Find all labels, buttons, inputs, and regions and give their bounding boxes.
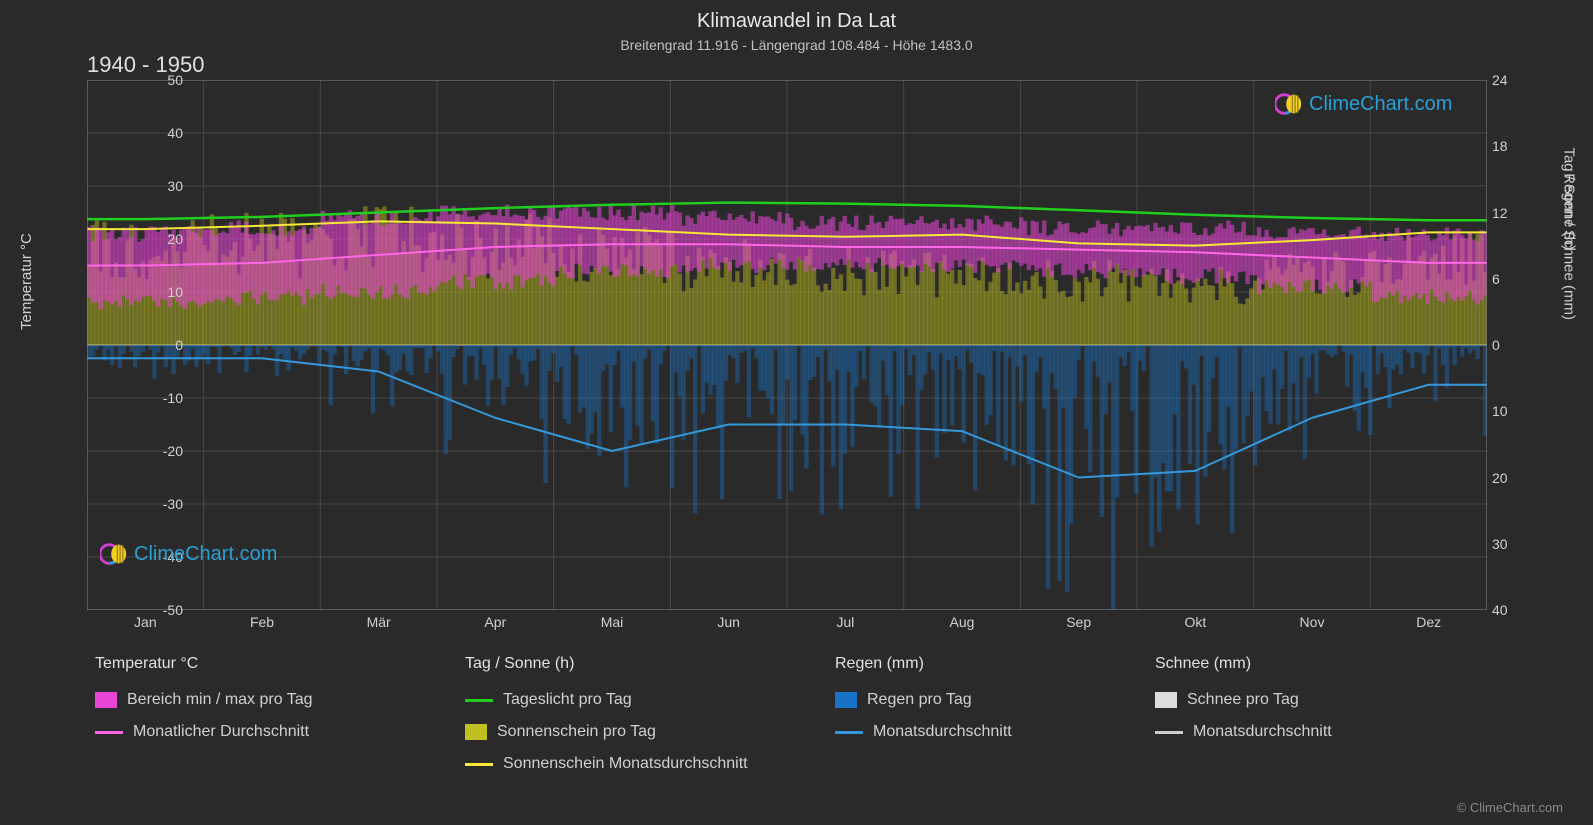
legend-item-snow-avg: Monatsdurchschnitt: [1155, 723, 1435, 741]
y-tick-left: -30: [143, 496, 183, 512]
y-tick-left: -10: [143, 390, 183, 406]
legend-label: Tageslicht pro Tag: [503, 691, 632, 709]
y-tick-right: 6: [1492, 271, 1532, 287]
y-tick-right: 24: [1492, 72, 1532, 88]
climechart-logo-icon: [100, 540, 128, 568]
x-tick-month: Jun: [717, 614, 740, 630]
y-tick-left: 0: [143, 337, 183, 353]
swatch-snow: [1155, 692, 1177, 708]
y-tick-left: 20: [143, 231, 183, 247]
y-tick-right: 30: [1492, 536, 1532, 552]
swatch-rain: [835, 692, 857, 708]
y-tick-left: 30: [143, 178, 183, 194]
x-tick-month: Aug: [950, 614, 975, 630]
legend-col-snow: Schnee (mm) Schnee pro Tag Monatsdurchsc…: [1155, 655, 1435, 773]
legend-label: Monatlicher Durchschnitt: [133, 723, 309, 741]
legend-col-rain: Regen (mm) Regen pro Tag Monatsdurchschn…: [835, 655, 1115, 773]
legend: Temperatur °C Bereich min / max pro Tag …: [95, 655, 1495, 773]
swatch-temp-avg: [95, 731, 123, 734]
legend-label: Monatsdurchschnitt: [1193, 723, 1332, 741]
y-tick-right: 18: [1492, 138, 1532, 154]
legend-col-temp: Temperatur °C Bereich min / max pro Tag …: [95, 655, 425, 773]
swatch-sunshine: [465, 724, 487, 740]
legend-header-temp: Temperatur °C: [95, 655, 425, 673]
watermark-bottom: ClimeChart.com: [100, 540, 277, 568]
legend-item-rain-avg: Monatsdurchschnitt: [835, 723, 1115, 741]
y-tick-left: 40: [143, 125, 183, 141]
watermark-text: ClimeChart.com: [134, 543, 277, 566]
swatch-sunshine-avg: [465, 763, 493, 766]
y-axis-left-label: Temperatur °C: [18, 233, 35, 330]
swatch-snow-avg: [1155, 731, 1183, 734]
legend-item-rain-daily: Regen pro Tag: [835, 691, 1115, 709]
x-tick-month: Jul: [836, 614, 854, 630]
x-tick-month: Jan: [134, 614, 157, 630]
chart-subtitle: Breitengrad 11.916 - Längengrad 108.484 …: [0, 33, 1593, 53]
watermark-top: ClimeChart.com: [1275, 90, 1452, 118]
y-tick-right: 20: [1492, 470, 1532, 486]
x-tick-month: Dez: [1416, 614, 1441, 630]
legend-item-daylight: Tageslicht pro Tag: [465, 691, 795, 709]
swatch-rain-avg: [835, 731, 863, 734]
y-tick-left: -20: [143, 443, 183, 459]
legend-item-temp-avg: Monatlicher Durchschnitt: [95, 723, 425, 741]
legend-label: Schnee pro Tag: [1187, 691, 1299, 709]
y-tick-left: 10: [143, 284, 183, 300]
legend-label: Sonnenschein pro Tag: [497, 723, 656, 741]
climechart-logo-icon: [1275, 90, 1303, 118]
legend-label: Regen pro Tag: [867, 691, 972, 709]
y-tick-right: 0: [1492, 337, 1532, 353]
legend-item-sunshine-avg: Sonnenschein Monatsdurchschnitt: [465, 755, 795, 773]
y-tick-right: 40: [1492, 602, 1532, 618]
y-tick-right: 10: [1492, 403, 1532, 419]
legend-item-sunshine: Sonnenschein pro Tag: [465, 723, 795, 741]
x-tick-month: Feb: [250, 614, 274, 630]
legend-item-snow-daily: Schnee pro Tag: [1155, 691, 1435, 709]
legend-label: Sonnenschein Monatsdurchschnitt: [503, 755, 748, 773]
legend-header-rain: Regen (mm): [835, 655, 1115, 673]
x-tick-month: Mär: [367, 614, 391, 630]
chart-plot-area: [87, 80, 1487, 610]
swatch-daylight: [465, 699, 493, 702]
legend-header-sun: Tag / Sonne (h): [465, 655, 795, 673]
chart-svg: [87, 80, 1487, 610]
y-tick-left: 50: [143, 72, 183, 88]
legend-label: Monatsdurchschnitt: [873, 723, 1012, 741]
y-tick-right: 12: [1492, 205, 1532, 221]
legend-header-snow: Schnee (mm): [1155, 655, 1435, 673]
x-tick-month: Apr: [484, 614, 506, 630]
swatch-temp-range: [95, 692, 117, 708]
copyright: © ClimeChart.com: [1457, 800, 1563, 815]
x-tick-month: Mai: [601, 614, 624, 630]
legend-label: Bereich min / max pro Tag: [127, 691, 313, 709]
legend-col-sun: Tag / Sonne (h) Tageslicht pro Tag Sonne…: [465, 655, 795, 773]
x-tick-month: Nov: [1300, 614, 1325, 630]
x-tick-month: Okt: [1184, 614, 1206, 630]
x-tick-month: Sep: [1066, 614, 1091, 630]
legend-item-temp-range: Bereich min / max pro Tag: [95, 691, 425, 709]
watermark-text: ClimeChart.com: [1309, 93, 1452, 116]
chart-title: Klimawandel in Da Lat: [0, 0, 1593, 33]
y-axis-right-bottom-label: Regen / Schnee (mm): [1561, 173, 1578, 320]
